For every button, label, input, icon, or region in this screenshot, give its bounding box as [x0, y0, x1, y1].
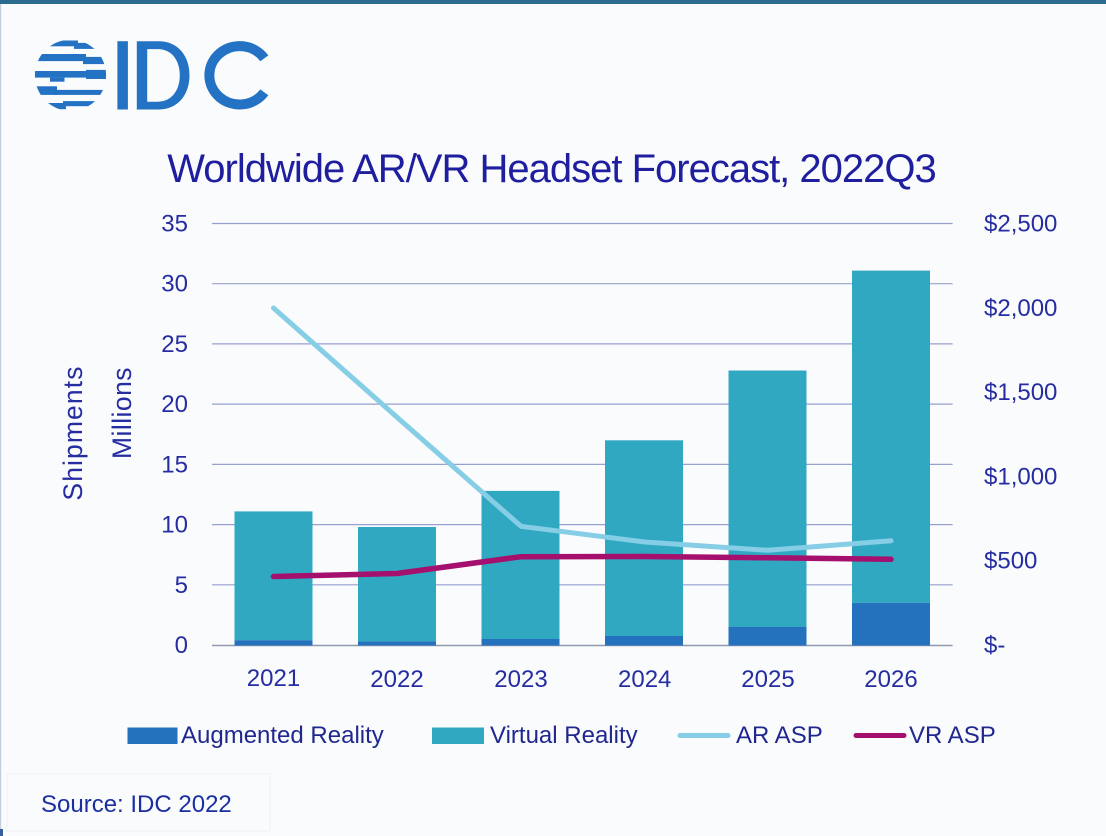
svg-text:30: 30 [161, 271, 188, 298]
svg-text:AR ASP: AR ASP [736, 722, 823, 749]
svg-text:2023: 2023 [494, 666, 547, 693]
svg-text:0: 0 [175, 632, 188, 659]
svg-text:2025: 2025 [741, 666, 794, 693]
svg-text:10: 10 [161, 512, 188, 539]
svg-text:Virtual Reality: Virtual Reality [490, 722, 638, 749]
svg-text:$-: $- [984, 632, 1005, 659]
svg-text:2024: 2024 [618, 666, 671, 693]
svg-text:$2,500: $2,500 [984, 211, 1057, 238]
svg-text:Millions: Millions [107, 367, 137, 459]
svg-text:2022: 2022 [370, 666, 423, 693]
svg-text:Source: IDC 2022: Source: IDC 2022 [41, 791, 232, 818]
svg-text:$1,500: $1,500 [984, 379, 1057, 406]
svg-text:35: 35 [161, 211, 188, 238]
svg-text:5: 5 [175, 572, 188, 599]
svg-text:Worldwide AR/VR Headset Foreca: Worldwide AR/VR Headset Forecast, 2022Q3 [167, 147, 936, 191]
svg-text:$500: $500 [984, 548, 1037, 575]
svg-text:25: 25 [161, 331, 188, 358]
svg-text:20: 20 [161, 391, 188, 418]
svg-text:$1,000: $1,000 [984, 463, 1057, 490]
svg-text:2021: 2021 [247, 665, 300, 692]
svg-text:2026: 2026 [864, 666, 917, 693]
svg-text:Augmented Reality: Augmented Reality [181, 722, 384, 749]
svg-text:15: 15 [161, 451, 188, 478]
svg-text:$2,000: $2,000 [984, 295, 1057, 322]
svg-text:Shipments: Shipments [58, 365, 88, 500]
svg-text:VR ASP: VR ASP [909, 722, 996, 749]
